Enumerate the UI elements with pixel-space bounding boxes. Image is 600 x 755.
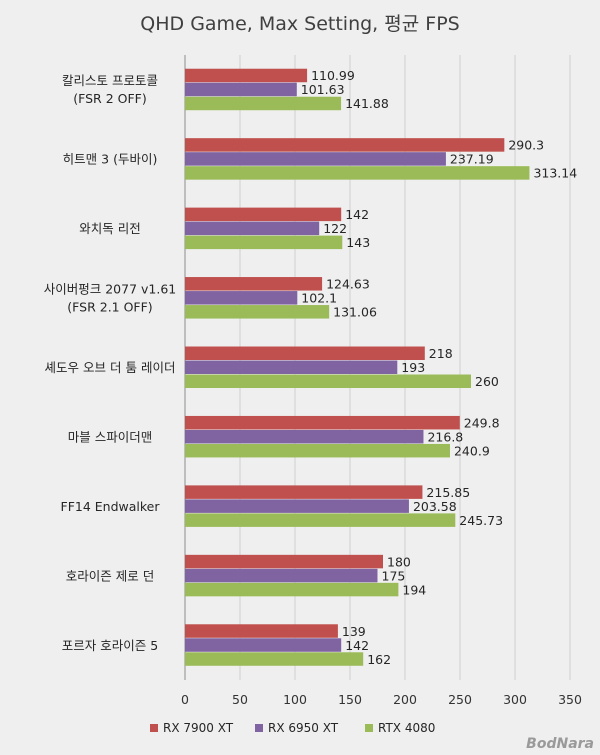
legend-label: RX 6950 XT	[268, 721, 339, 735]
x-tick-label: 350	[558, 692, 582, 707]
category-labels: 칼리스토 프로토콜 (FSR 2 OFF) 히트맨 3 (두바이) 와치독 리전사이버…	[44, 73, 177, 653]
data-label: 260	[475, 374, 499, 389]
bar	[185, 82, 297, 97]
bars: 110.99101.63141.88290.3237.19313.1414212…	[185, 68, 577, 667]
category-label: (FSR 2 OFF)	[73, 91, 146, 106]
bar	[185, 429, 424, 444]
data-label: 313.14	[533, 166, 577, 181]
legend-swatch	[365, 724, 373, 732]
category-label: 포르자 호라이즌 5	[62, 638, 158, 653]
x-tick-label: 100	[283, 692, 307, 707]
data-label: 245.73	[459, 513, 503, 528]
data-label: 194	[402, 582, 426, 597]
data-label: 124.63	[326, 277, 370, 292]
data-label: 101.63	[301, 82, 345, 97]
bar	[185, 96, 342, 111]
data-label: 175	[382, 568, 406, 583]
bar	[185, 152, 446, 166]
bar	[185, 221, 320, 236]
legend-label: RTX 4080	[378, 721, 435, 735]
data-label: 180	[387, 554, 411, 569]
x-axis-ticks: 0 50 100 150 200 250 300 350	[181, 692, 582, 707]
bar	[185, 568, 378, 583]
data-label: 142	[345, 638, 369, 653]
legend: RX 7900 XT RX 6950 XT RTX 4080	[150, 721, 435, 735]
data-label: 216.8	[427, 429, 463, 444]
bar	[185, 485, 423, 499]
data-label: 139	[342, 624, 366, 639]
legend-swatch	[255, 724, 263, 732]
category-label: 칼리스토 프로토콜	[62, 73, 158, 88]
data-label: 240.9	[454, 443, 490, 458]
bar	[185, 207, 342, 222]
category-label: 히트맨 3 (두바이)	[63, 152, 158, 167]
bar	[185, 554, 383, 569]
data-label: 122	[323, 221, 347, 236]
chart-title: QHD Game, Max Setting, 평균 FPS	[140, 13, 459, 35]
x-tick-label: 250	[448, 692, 472, 707]
bar	[185, 305, 330, 319]
data-label: 143	[346, 235, 370, 250]
bar	[185, 277, 323, 291]
x-tick-label: 0	[181, 692, 189, 707]
bar	[185, 68, 308, 83]
watermark: BodNara	[526, 736, 594, 752]
x-tick-label: 200	[393, 692, 417, 707]
bar	[185, 235, 343, 250]
bar	[185, 360, 398, 374]
category-label: FF14 Endwalker	[61, 499, 161, 514]
data-label: 162	[367, 652, 391, 667]
bar	[185, 166, 530, 180]
category-label: 호라이즌 제로 던	[66, 568, 154, 583]
bar	[185, 652, 364, 666]
category-label: 와치독 리전	[79, 221, 140, 236]
bar	[185, 499, 409, 513]
data-label: 131.06	[333, 305, 377, 320]
data-label: 203.58	[413, 499, 457, 514]
data-label: 249.8	[464, 415, 500, 430]
x-tick-label: 300	[503, 692, 527, 707]
legend-swatch	[150, 724, 158, 732]
data-label: 215.85	[426, 485, 470, 500]
data-label: 290.3	[508, 138, 544, 153]
bar	[185, 443, 450, 458]
data-label: 110.99	[311, 68, 355, 83]
category-label: 사이버펑크 2077 v1.61	[44, 282, 177, 297]
data-label: 142	[345, 207, 369, 222]
bar	[185, 415, 460, 430]
bar	[185, 291, 298, 305]
bar	[185, 582, 399, 597]
x-tick-label: 50	[232, 692, 248, 707]
bar	[185, 624, 338, 638]
data-label: 141.88	[345, 96, 389, 111]
bar	[185, 638, 342, 652]
data-label: 193	[401, 360, 425, 375]
x-tick-label: 150	[338, 692, 362, 707]
bar	[185, 513, 456, 527]
category-label: 마블 스파이더맨	[68, 429, 152, 444]
bar	[185, 346, 425, 360]
data-label: 102.1	[301, 291, 337, 306]
category-label: (FSR 2.1 OFF)	[67, 300, 152, 315]
bar	[185, 138, 505, 152]
category-label: 셰도우 오브 더 툼 레이더	[45, 360, 176, 375]
data-label: 237.19	[450, 152, 494, 167]
data-label: 218	[429, 346, 453, 361]
bar	[185, 374, 471, 388]
legend-label: RX 7900 XT	[163, 721, 234, 735]
